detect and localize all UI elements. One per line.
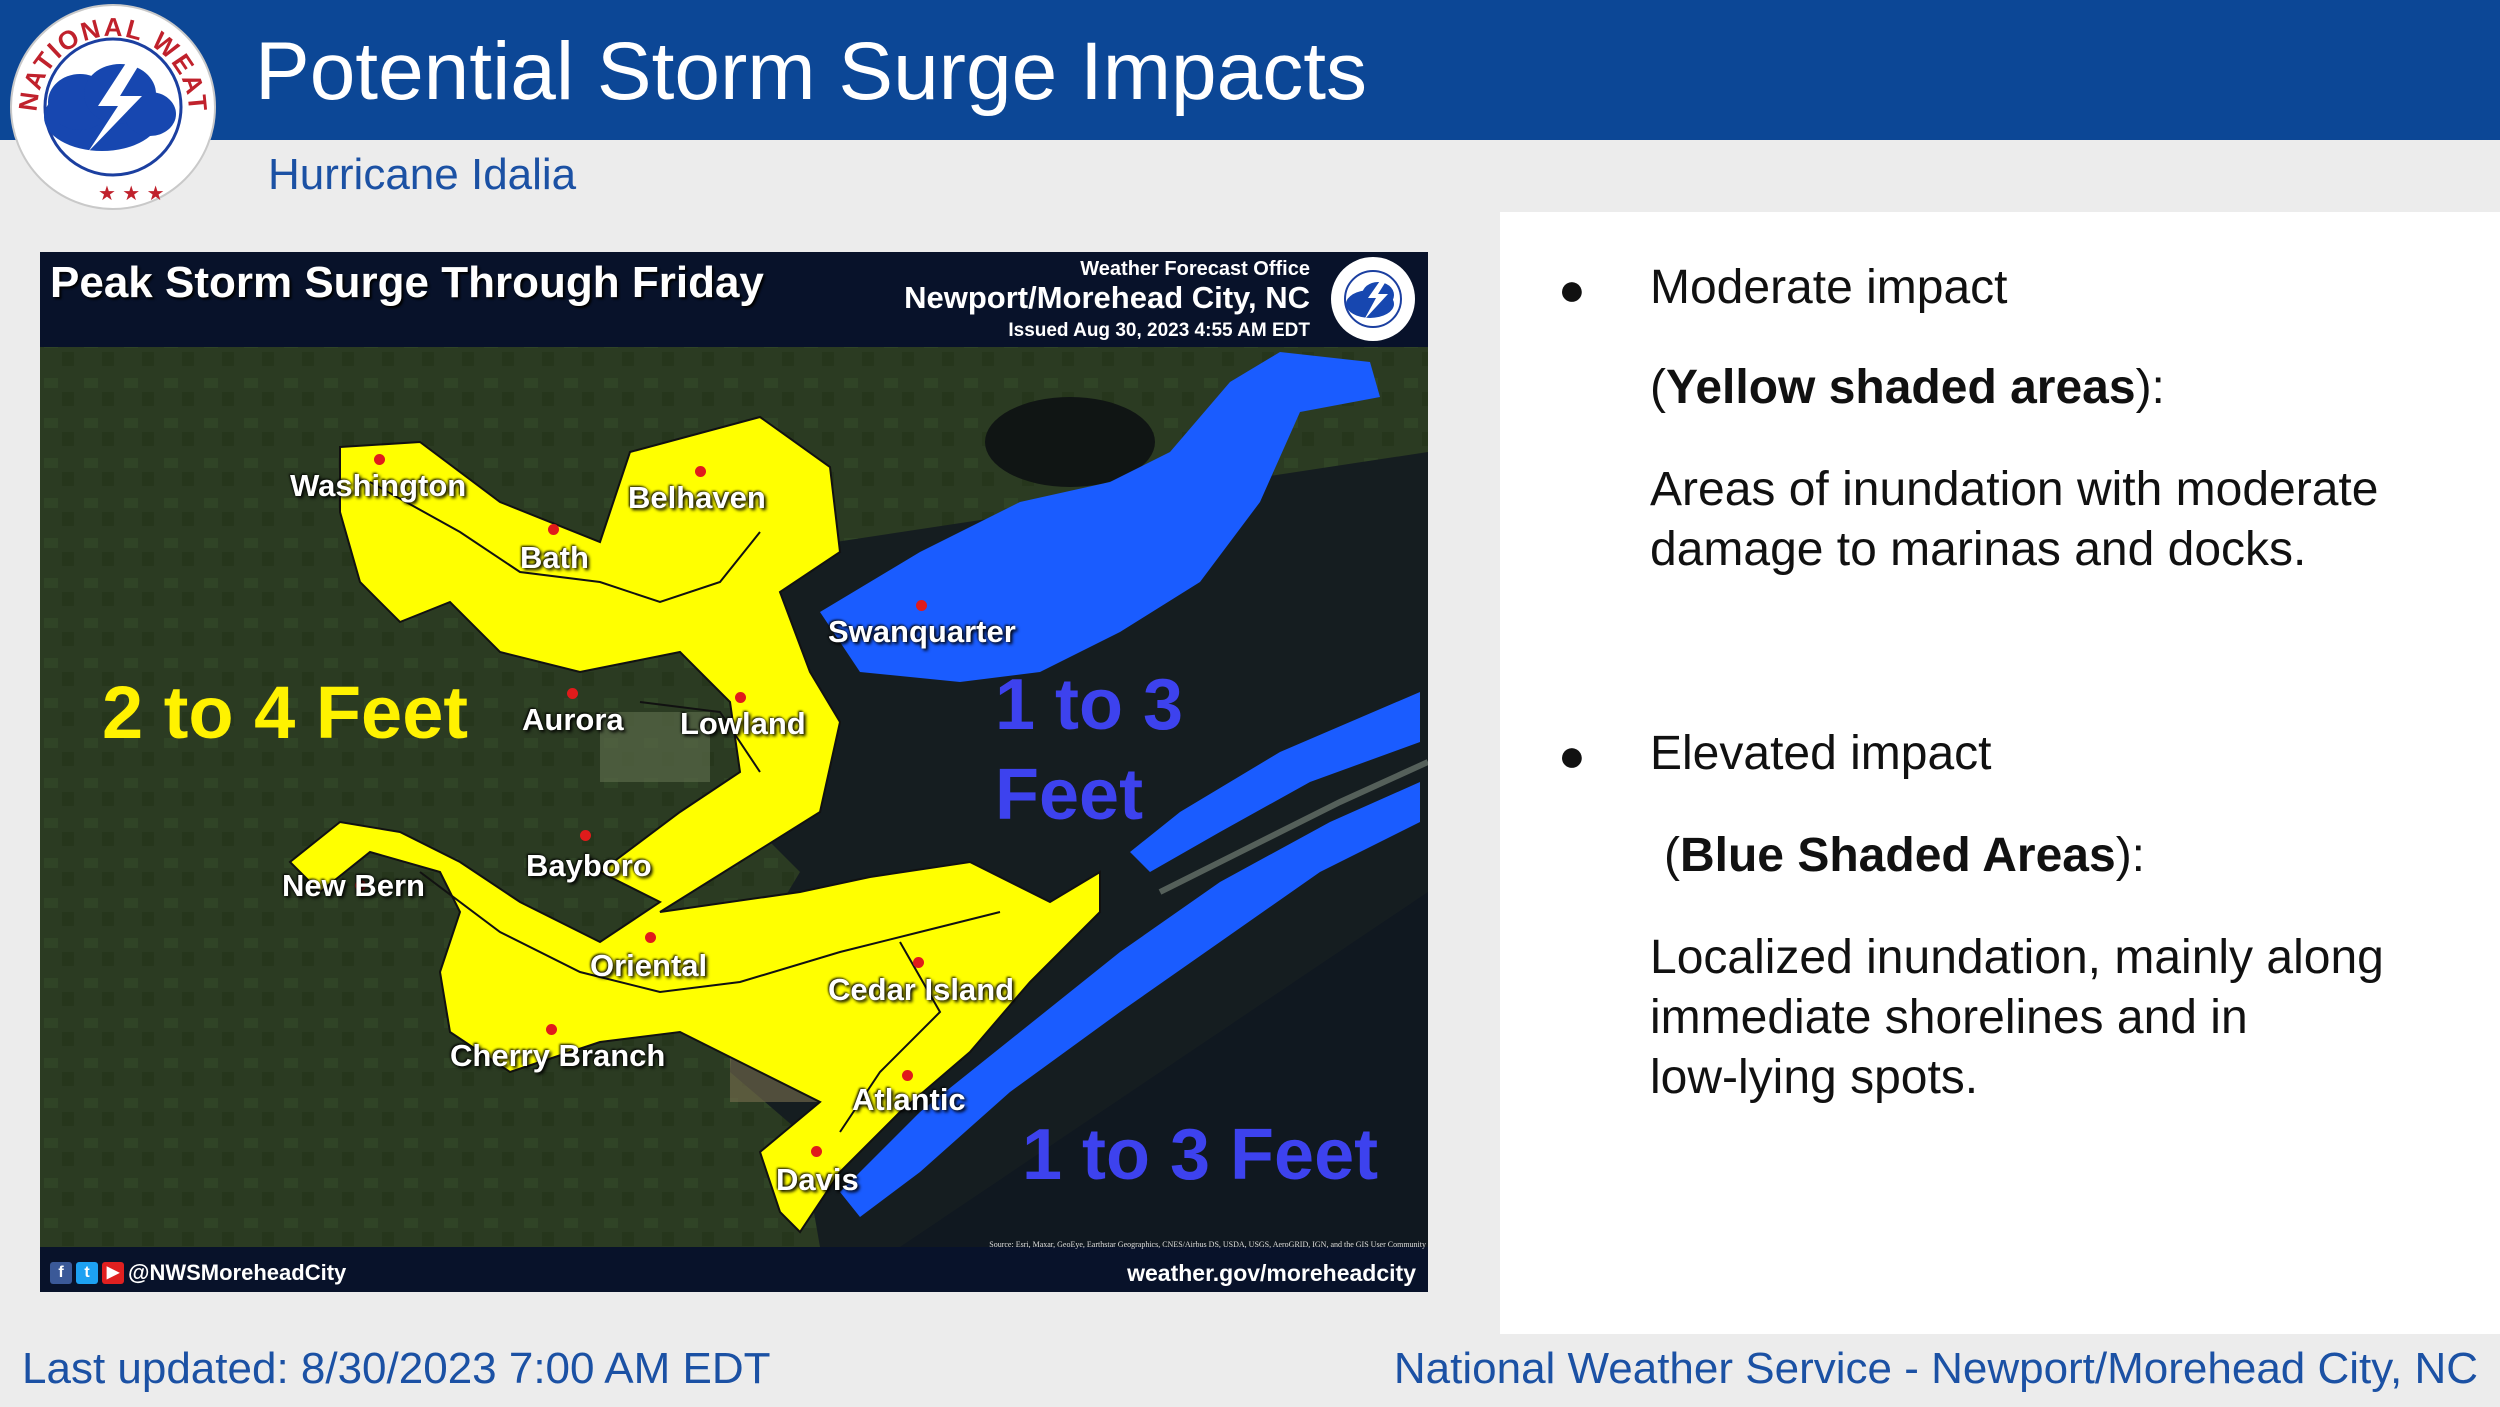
moderate-surge-zone xyxy=(288,415,1101,1234)
town-marker xyxy=(374,454,385,465)
town-marker xyxy=(645,932,656,943)
moderate-zone-label: 2 to 4 Feet xyxy=(102,671,468,754)
moderate-area-label: (Yellow shaded areas): xyxy=(1650,358,2165,418)
town-label-cedar-island: Cedar Island xyxy=(828,972,1015,1007)
town-marker xyxy=(580,830,591,841)
town-marker xyxy=(355,880,366,891)
office-website: weather.gov/moreheadcity xyxy=(1127,1260,1416,1286)
office-city: Newport/Morehead City, NC xyxy=(904,280,1310,315)
lake xyxy=(985,397,1155,487)
moderate-heading: Moderate impact xyxy=(1650,261,2008,314)
social-handle: @NWSMoreheadCity xyxy=(128,1260,347,1285)
ocean-zone-label: 1 to 3 Feet xyxy=(1022,1115,1379,1195)
town-label-belhaven: Belhaven xyxy=(628,480,766,515)
town-marker xyxy=(567,688,578,699)
town-marker xyxy=(546,1024,557,1035)
blue-area-name: Blue Shaded Areas xyxy=(1679,829,2116,882)
twitter-icon[interactable]: t xyxy=(76,1262,98,1284)
moderate-description-line1: Areas of inundation with moderate xyxy=(1650,463,2379,516)
farmland xyxy=(600,712,710,782)
town-label-swanquarter: Swanquarter xyxy=(828,614,1016,649)
impact-legend-panel: ● Moderate impact (Yellow shaded areas):… xyxy=(1500,212,2500,1334)
town-marker xyxy=(735,692,746,703)
town-marker xyxy=(916,600,927,611)
town-label-aurora: Aurora xyxy=(522,702,624,737)
elevated-surge-zone-outer-banks xyxy=(1130,692,1420,872)
elevated-heading: Elevated impact xyxy=(1650,727,1992,780)
map-header-band xyxy=(40,252,1428,347)
town-marker xyxy=(902,1070,913,1081)
barrier-island xyxy=(1158,759,1428,895)
page-title: Potential Storm Surge Impacts xyxy=(255,26,1368,117)
yellow-area-name: Yellow shaded areas xyxy=(1665,361,2136,414)
elevated-description-line3: low-lying spots. xyxy=(1650,1051,1979,1104)
paren: ( xyxy=(1650,361,1666,414)
town-marker xyxy=(548,524,559,535)
town-label-bath: Bath xyxy=(520,540,589,575)
town-label-washington: Washington xyxy=(290,468,467,503)
nws-logo: NATIONAL WEATHER SERVICE ★ ★ ★ xyxy=(2,2,216,210)
elevated-description-line2: immediate shorelines and in xyxy=(1650,991,2248,1044)
town-label-lowland: Lowland xyxy=(680,706,806,741)
storm-surge-map: Peak Storm Surge Through Friday Weather … xyxy=(40,252,1428,1292)
page-subtitle: Hurricane Idalia xyxy=(268,150,577,199)
elevated-surge-zone-ocean xyxy=(840,782,1420,1217)
town-marker xyxy=(811,1146,822,1157)
map-canvas xyxy=(40,252,1428,1292)
office-name: Weather Forecast Office xyxy=(1080,258,1310,280)
town-label-new-bern: New Bern xyxy=(282,868,425,903)
sound-zone-label-line1: 1 to 3 xyxy=(995,665,1184,745)
paren: ( xyxy=(1664,829,1680,882)
bullet-icon: ● xyxy=(1558,263,1586,315)
shoreline-lines xyxy=(369,481,1001,1133)
elevated-surge-zone-sound xyxy=(820,352,1380,682)
issued-time: Issued Aug 30, 2023 4:55 AM EDT xyxy=(1008,320,1310,341)
map-source-credit: Source: Esri, Maxar, GeoEye, Earthstar G… xyxy=(989,1240,1426,1249)
last-updated: Last updated: 8/30/2023 7:00 AM EDT xyxy=(22,1344,771,1393)
header-bar: Potential Storm Surge Impacts xyxy=(0,0,2500,140)
elevated-area-label: (Blue Shaded Areas): xyxy=(1664,826,2145,886)
svg-text:★ ★ ★: ★ ★ ★ xyxy=(98,181,165,205)
town-label-cherry-branch: Cherry Branch xyxy=(450,1038,666,1073)
elevated-description-line1: Localized inundation, mainly along xyxy=(1650,931,2384,984)
footer-office: National Weather Service - Newport/Moreh… xyxy=(1393,1344,2478,1393)
moderate-description-line2: damage to marinas and docks. xyxy=(1650,523,2307,576)
town-marker xyxy=(695,466,706,477)
town-label-oriental: Oriental xyxy=(590,948,708,983)
paren: ): xyxy=(2115,829,2146,882)
sound-zone-label-line2: Feet xyxy=(995,755,1144,835)
map-title: Peak Storm Surge Through Friday xyxy=(50,258,764,307)
atlantic-ocean xyxy=(900,892,1428,1247)
facebook-icon[interactable]: f xyxy=(50,1262,72,1284)
map-nws-logo xyxy=(1331,257,1415,341)
map-footer-band xyxy=(40,1247,1428,1292)
paren: ): xyxy=(2135,361,2165,414)
social-links: f t ▶ @NWSMoreheadCity xyxy=(50,1260,346,1286)
town-marker xyxy=(913,957,924,968)
youtube-icon[interactable]: ▶ xyxy=(102,1262,124,1284)
town-label-atlantic: Atlantic xyxy=(852,1082,966,1117)
town-label-bayboro: Bayboro xyxy=(526,848,652,883)
bullet-icon: ● xyxy=(1558,729,1586,781)
town-label-davis: Davis xyxy=(776,1162,859,1197)
